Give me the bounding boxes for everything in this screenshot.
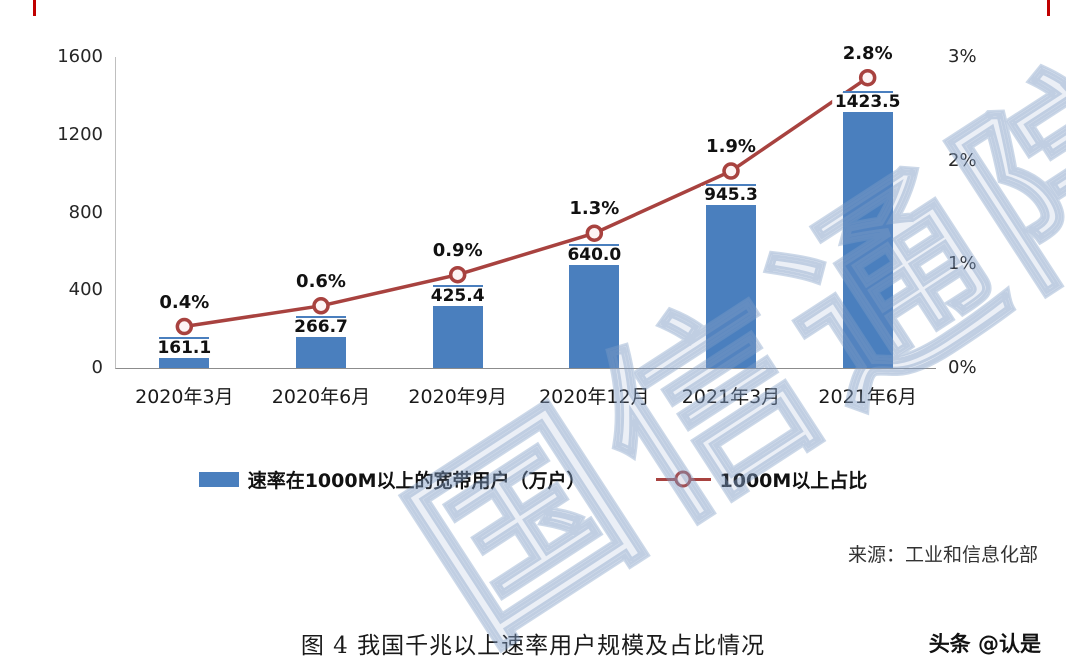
line-marker-icon	[722, 162, 740, 180]
percent-label: 1.3%	[569, 198, 620, 220]
right-axis-tick: 3%	[948, 46, 977, 67]
red-border-mark-right	[1047, 0, 1050, 16]
bar-value-label: 425.4	[427, 287, 488, 307]
red-border-mark-left	[33, 0, 36, 16]
bar-2021年3月	[706, 184, 756, 368]
bar-series-label: 速率在1000M以上的宽带用户（万户）	[247, 469, 586, 492]
line-series-swatch	[655, 470, 711, 487]
figure-caption: 图 4 我国千兆以上速率用户规模及占比情况	[300, 633, 766, 659]
percent-label: 0.4%	[159, 291, 210, 313]
left-axis-tick: 800	[68, 201, 103, 223]
right-axis-tick: 1%	[948, 253, 977, 275]
bar-series-swatch	[198, 471, 239, 487]
bar-value-label: 640.0	[564, 245, 625, 265]
x-axis-label: 2020年12月	[539, 386, 650, 408]
bar-value-label: 1423.5	[831, 93, 904, 113]
x-axis-label: 2020年6月	[271, 386, 371, 408]
x-axis-label: 2020年3月	[135, 386, 234, 408]
data-source-note: 来源：工业和信息化部	[847, 544, 1038, 566]
percent-label: 0.6%	[296, 270, 346, 292]
percent-label: 0.9%	[432, 239, 483, 261]
legend-item-bar-series: 速率在1000M以上的宽带用户（万户）	[198, 466, 586, 493]
line-marker-icon	[585, 224, 604, 242]
bar-value-label: 266.7	[291, 318, 351, 338]
line-marker-icon	[858, 68, 877, 87]
bar-value-label: 161.1	[154, 338, 215, 358]
legend: 速率在1000M以上的宽带用户（万户） 1000M以上占比	[0, 462, 1066, 496]
bar-value-label: 945.3	[701, 186, 761, 206]
left-axis-tick: 0	[91, 357, 103, 378]
line-marker-icon	[312, 297, 330, 315]
left-axis-tick: 1200	[57, 123, 103, 145]
legend-item-line-series: 1000M以上占比	[655, 466, 868, 493]
x-axis-label: 2021年6月	[818, 386, 917, 408]
percent-label: 2.8%	[842, 42, 893, 64]
right-axis-tick: 2%	[948, 149, 977, 171]
percentage-line-series	[175, 68, 877, 336]
left-axis-tick: 400	[68, 279, 103, 301]
plot-area: 161.1 0.4% 2020年3月 266.7 0.6% 2020年6月 425.4 0.9…	[115, 43, 936, 408]
line-marker-icon	[175, 317, 194, 336]
line-series-label: 1000M以上占比	[719, 469, 868, 492]
line-marker-icon	[448, 265, 467, 284]
x-axis-label: 2020年9月	[408, 386, 507, 408]
percent-label: 1.9%	[706, 136, 756, 158]
publisher-credit: 头条 @认是	[928, 632, 1041, 656]
line-marker-ring-icon	[674, 470, 692, 487]
bar-2021年6月	[842, 91, 893, 368]
right-axis-tick: 0%	[948, 357, 977, 378]
left-axis-tick: 1600	[57, 46, 103, 67]
x-axis-label: 2021年3月	[681, 386, 781, 408]
